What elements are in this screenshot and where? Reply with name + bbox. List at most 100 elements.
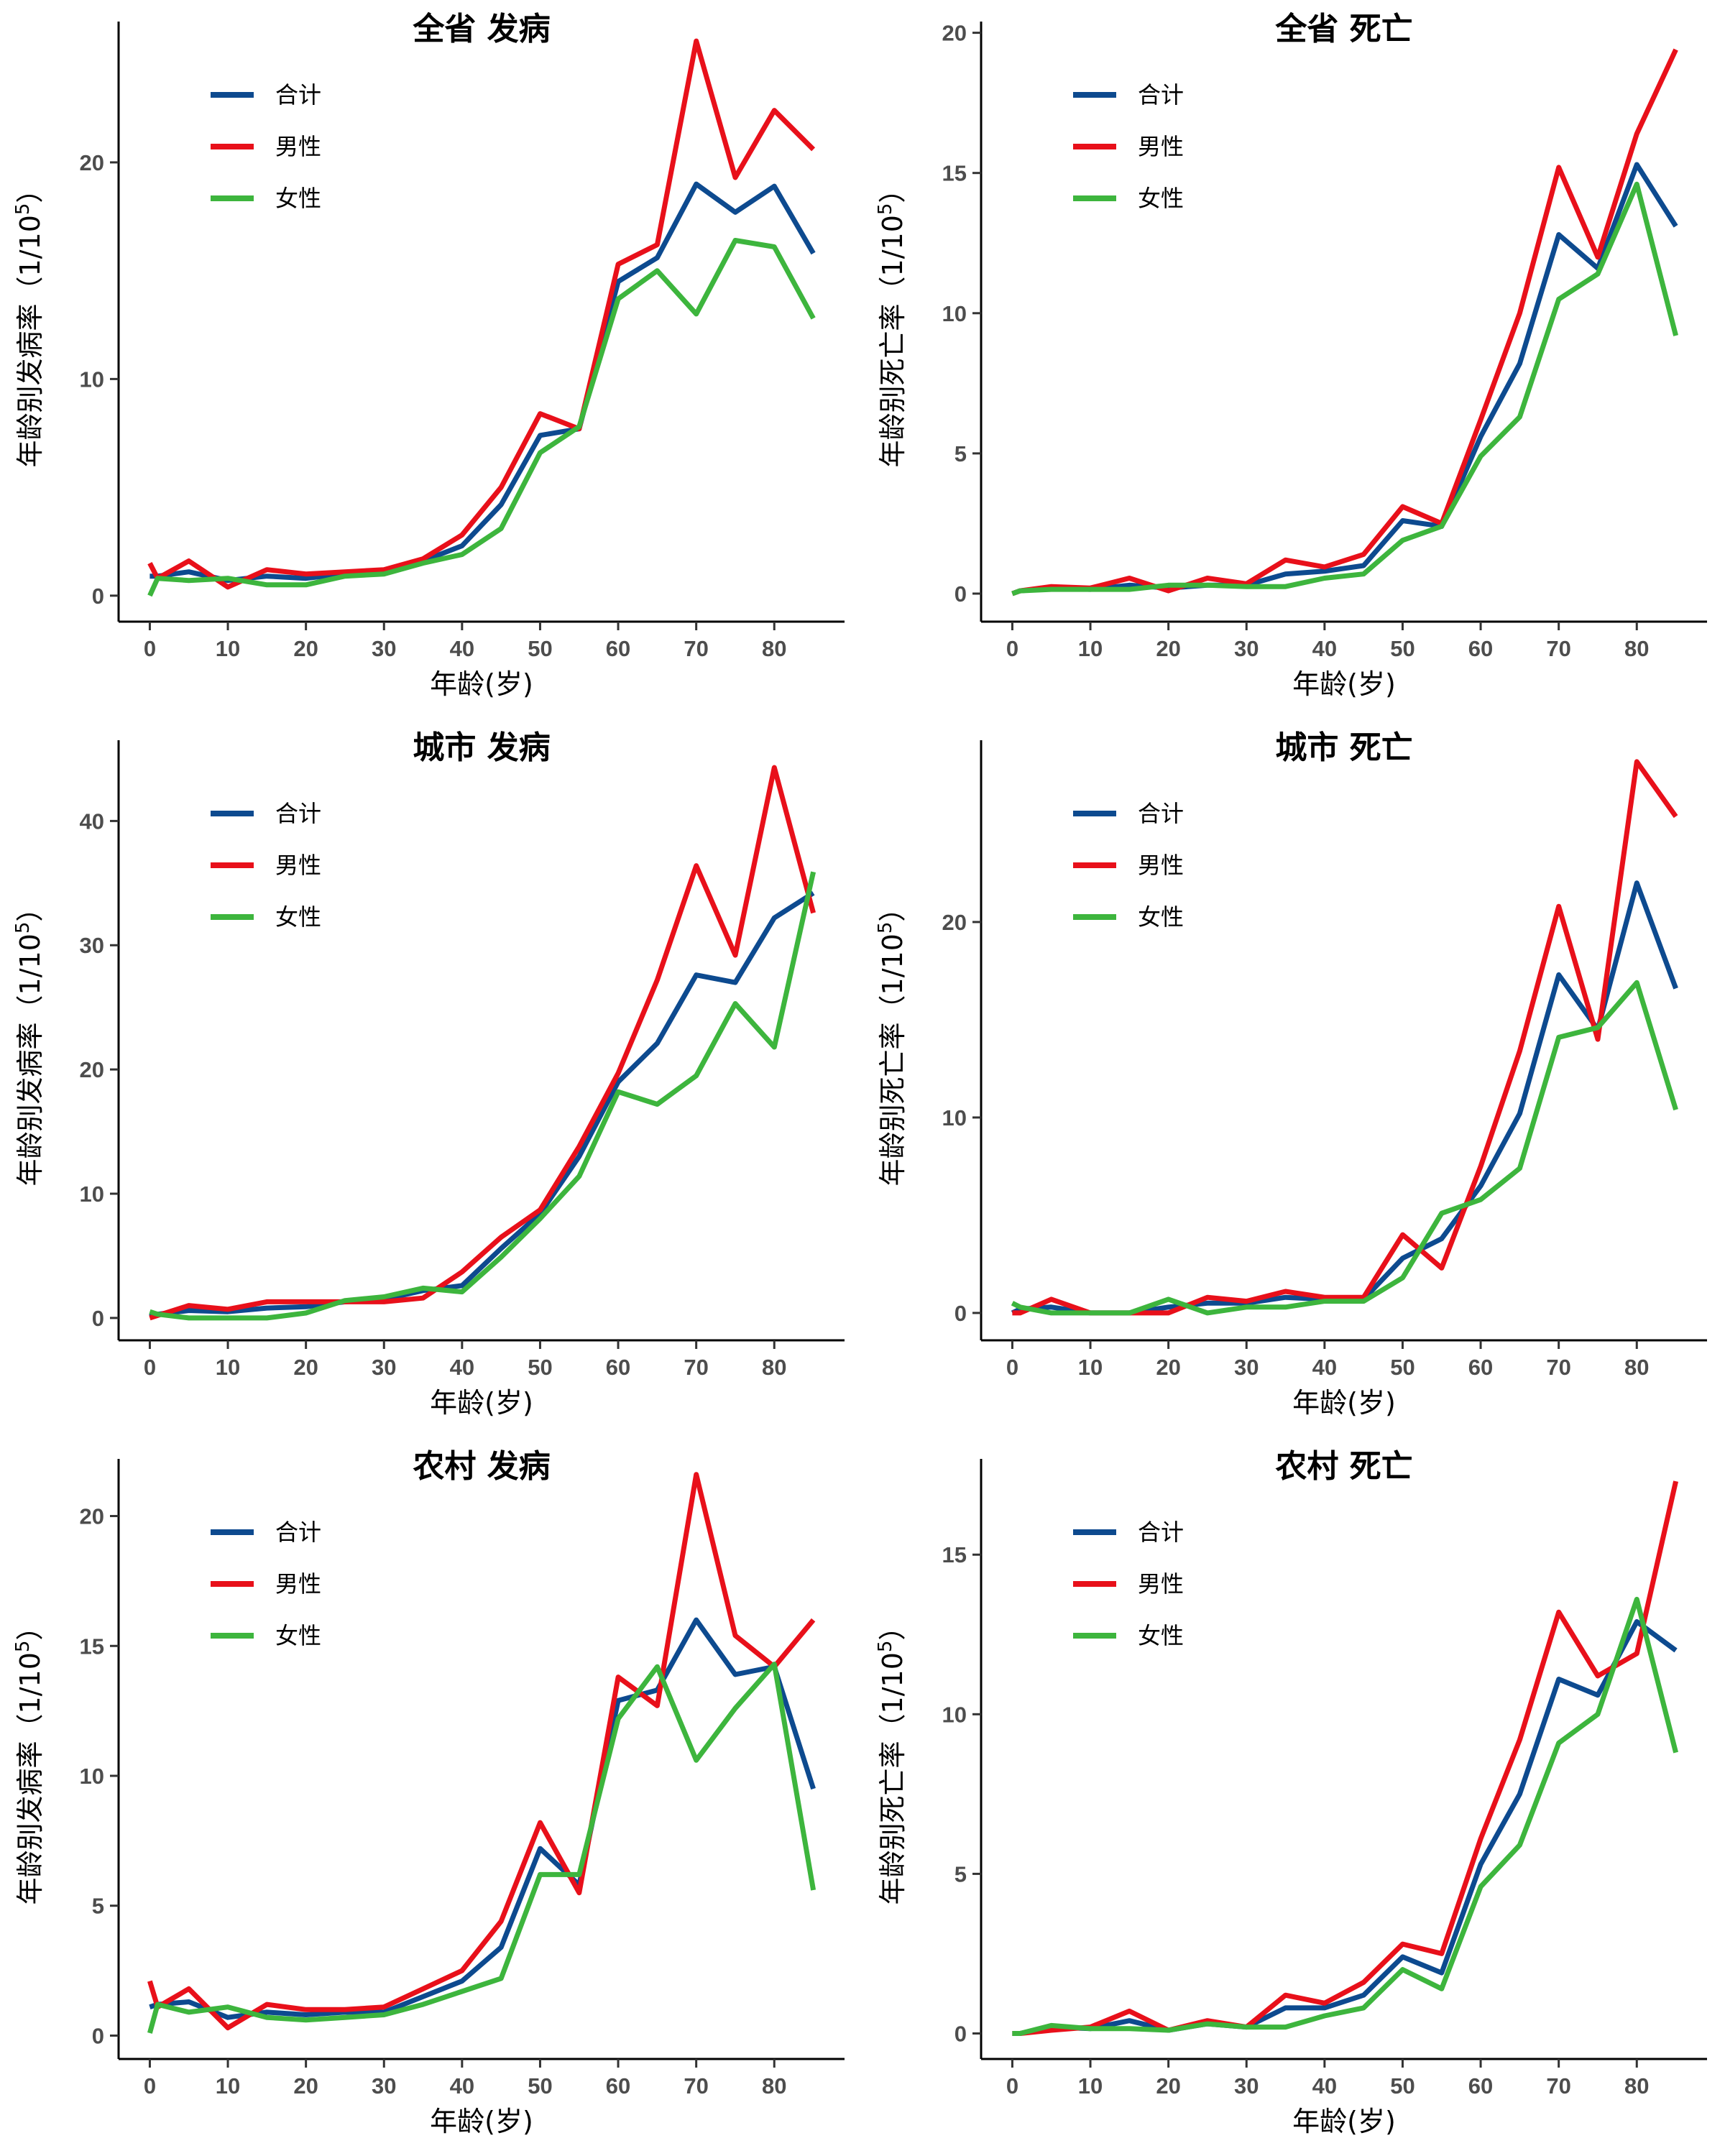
series-line-male <box>147 1472 816 2031</box>
series-line-male <box>1011 48 1678 596</box>
x-tick-label: 0 <box>144 2073 156 2099</box>
x-tick-label: 30 <box>1234 636 1259 661</box>
x-tick-label: 40 <box>1312 2073 1337 2099</box>
series-line-female <box>1011 980 1678 1316</box>
y-tick-label: 20 <box>80 150 104 175</box>
y-tick-label: 20 <box>942 910 967 935</box>
legend-label-female: 女性 <box>275 1622 321 1649</box>
legend-label-female: 女性 <box>275 185 321 212</box>
x-tick-label: 0 <box>1006 1355 1018 1380</box>
y-tick-label: 10 <box>80 367 104 392</box>
x-tick-label: 80 <box>1624 2073 1649 2099</box>
y-axis-label-sup: 5 <box>875 203 896 216</box>
y-axis-label-sup: 5 <box>12 922 34 934</box>
x-tick-label: 50 <box>528 1355 552 1380</box>
legend-label-total: 合计 <box>1138 81 1184 109</box>
y-axis-label: 年龄别死亡率（1/105） <box>875 1613 908 1905</box>
x-tick-label: 50 <box>528 2073 552 2099</box>
x-tick-label: 20 <box>1156 2073 1180 2099</box>
x-tick-label: 40 <box>450 636 474 661</box>
x-axis-label: 年龄(岁) <box>430 1387 533 1419</box>
y-tick-label: 10 <box>80 1181 104 1207</box>
y-axis-label-sup: 5 <box>12 203 34 216</box>
y-axis-label-text: 年龄别发病率（1/10 <box>14 934 46 1186</box>
legend-label-male: 男性 <box>1138 1570 1184 1598</box>
x-tick-label: 60 <box>606 2073 630 2099</box>
x-tick-label: 50 <box>1390 1355 1414 1380</box>
x-tick-label: 10 <box>1078 636 1103 661</box>
y-axis-label-close: ） <box>877 176 908 203</box>
x-tick-label: 40 <box>450 2073 474 2099</box>
y-tick-label: 40 <box>80 808 104 834</box>
x-tick-label: 40 <box>1312 636 1337 661</box>
panel-title: 全省 死亡 <box>1274 11 1412 47</box>
x-tick-label: 20 <box>293 2073 318 2099</box>
legend-label-female: 女性 <box>1138 903 1184 931</box>
x-tick-label: 50 <box>528 636 552 661</box>
series-line-total <box>1012 1619 1678 2036</box>
y-tick-label: 15 <box>80 1634 104 1659</box>
y-tick-label: 30 <box>80 933 104 958</box>
y-tick-label: 0 <box>92 2023 104 2048</box>
x-tick-label: 30 <box>1234 1355 1259 1380</box>
x-tick-label: 10 <box>1078 2073 1103 2099</box>
legend-label-male: 男性 <box>275 133 321 160</box>
y-axis-label: 年龄别发病率（1/105） <box>12 176 46 468</box>
series-line-female <box>147 238 816 597</box>
y-axis-label: 年龄别发病率（1/105） <box>12 1613 46 1905</box>
x-tick-label: 0 <box>1006 2073 1018 2099</box>
legend-label-total: 合计 <box>275 81 321 109</box>
legend-label-female: 女性 <box>1138 1622 1184 1649</box>
y-tick-label: 5 <box>954 1861 967 1886</box>
y-tick-label: 0 <box>954 581 967 607</box>
y-tick-label: 0 <box>954 1301 967 1326</box>
legend-label-female: 女性 <box>275 903 321 931</box>
x-tick-label: 10 <box>216 2073 240 2099</box>
x-tick-label: 80 <box>762 2073 786 2099</box>
panel-title: 城市 死亡 <box>1275 729 1412 766</box>
x-tick-label: 10 <box>216 1355 240 1380</box>
series-line-female <box>1011 181 1678 596</box>
legend-label-total: 合计 <box>275 800 321 827</box>
x-tick-label: 60 <box>1468 2073 1493 2099</box>
legend-label-male: 男性 <box>275 1570 321 1598</box>
y-axis-label-text: 年龄别死亡率（1/10 <box>877 1652 908 1904</box>
y-tick-label: 10 <box>942 301 967 326</box>
x-tick-label: 20 <box>1156 1355 1180 1380</box>
y-axis-label-sup: 5 <box>875 922 896 934</box>
y-tick-label: 20 <box>942 21 967 46</box>
x-tick-label: 30 <box>372 2073 396 2099</box>
x-tick-label: 60 <box>606 1355 630 1380</box>
series-line-total <box>150 181 816 584</box>
y-tick-label: 20 <box>80 1504 104 1529</box>
series-line-male <box>1012 759 1678 1316</box>
y-axis-label: 年龄别死亡率（1/105） <box>875 176 908 468</box>
legend-label-male: 男性 <box>1138 133 1184 160</box>
legend-label-total: 合计 <box>275 1519 321 1546</box>
x-tick-label: 60 <box>606 636 630 661</box>
y-axis-label-text: 年龄别发病率（1/10 <box>14 1652 46 1904</box>
series-line-total <box>149 1617 816 2020</box>
legend-label-female: 女性 <box>1138 185 1184 212</box>
x-tick-label: 0 <box>144 1355 156 1380</box>
y-tick-label: 10 <box>80 1764 104 1789</box>
x-axis-label: 年龄(岁) <box>430 2106 533 2137</box>
x-tick-label: 0 <box>1006 636 1018 661</box>
y-axis-label-sup: 5 <box>875 1641 896 1653</box>
x-axis-label: 年龄(岁) <box>1292 1387 1396 1419</box>
series-line-female <box>149 871 816 1321</box>
x-axis-label: 年龄(岁) <box>1292 668 1396 700</box>
y-axis-label-close: ） <box>14 1613 46 1641</box>
